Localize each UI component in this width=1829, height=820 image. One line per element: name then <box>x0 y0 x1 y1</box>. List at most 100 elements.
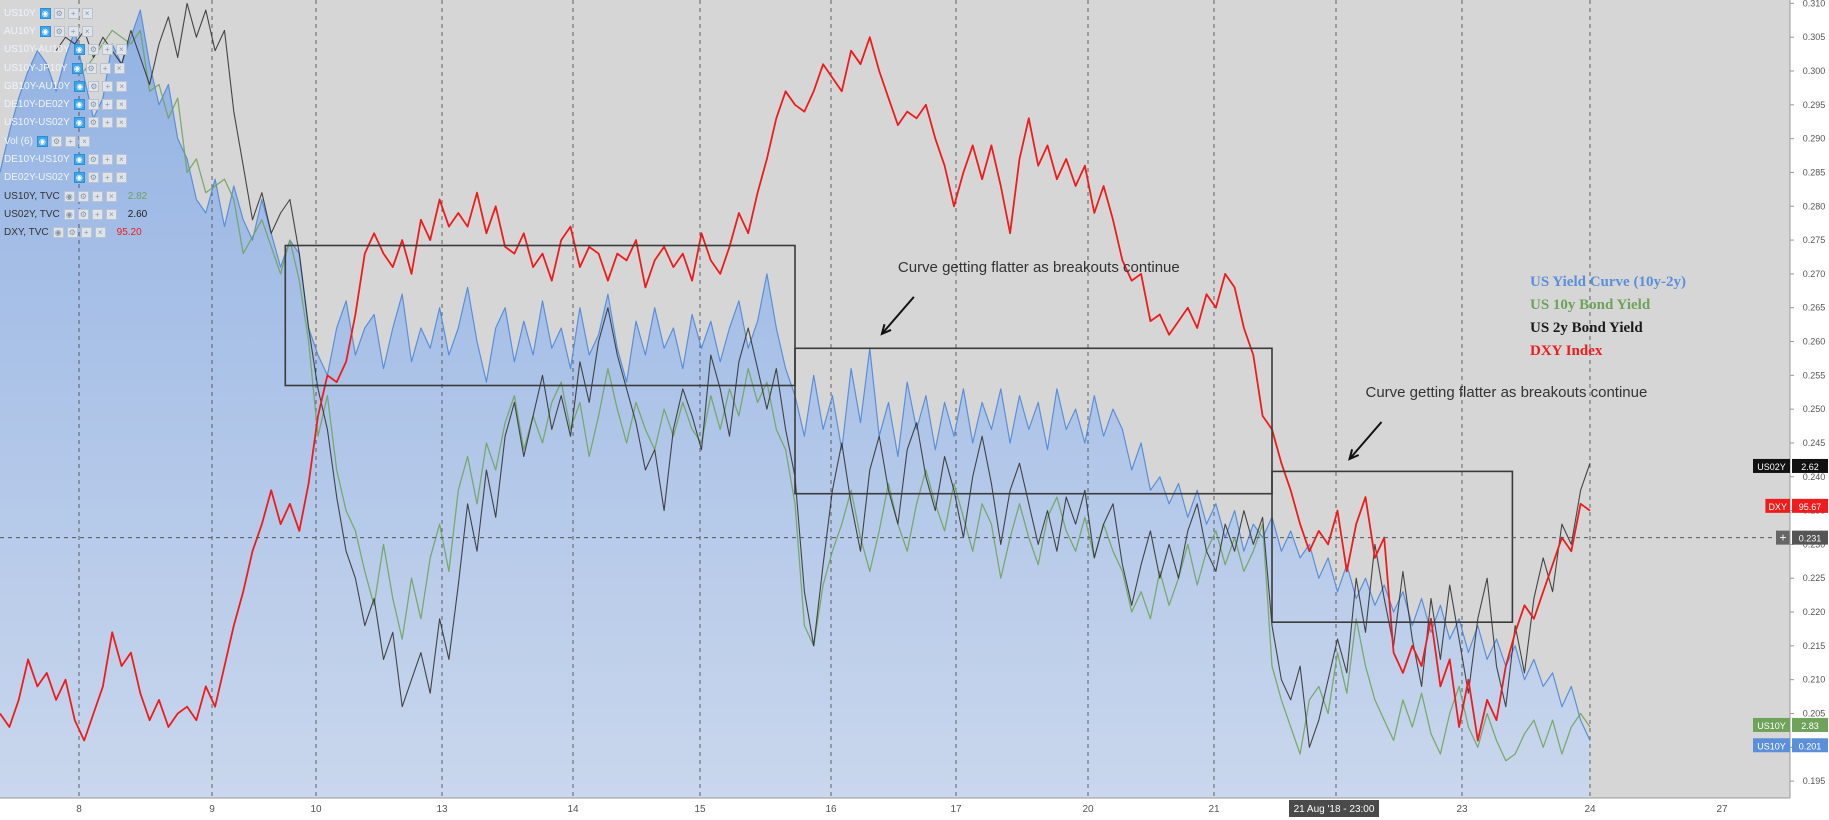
eye-icon[interactable]: ◉ <box>63 190 75 202</box>
indicator-buttons: ◉ ⚙ + × <box>74 80 130 92</box>
price-tag-symbol-bg <box>1765 498 1790 513</box>
indicator-buttons: ◉ ⚙ + × <box>73 99 130 111</box>
settings-icon[interactable]: ⚙ <box>87 117 99 129</box>
us10y-line[interactable] <box>83 29 1591 762</box>
settings-icon[interactable]: ⚙ <box>87 172 99 184</box>
indicator-buttons: ◉ ⚙ + × <box>36 135 93 147</box>
price-tag-value-bg <box>1792 498 1828 513</box>
indicator-label: US10Y-AU10Y <box>4 44 70 56</box>
close-icon[interactable]: × <box>94 227 106 239</box>
plus-icon[interactable]: + <box>1779 531 1786 545</box>
plus-icon[interactable]: + <box>101 117 113 129</box>
indicator-row[interactable]: US10Y ◉ ⚙ + × <box>4 4 147 22</box>
plus-icon[interactable]: + <box>64 135 76 147</box>
price-tag-value-bg <box>1792 458 1828 473</box>
eye-icon[interactable]: ◉ <box>73 172 85 184</box>
indicator-row[interactable]: US10Y-JP10Y ◉ ⚙ + × <box>4 59 147 77</box>
close-icon[interactable]: × <box>115 117 127 129</box>
settings-icon[interactable]: ⚙ <box>53 25 65 37</box>
plus-icon[interactable]: + <box>102 80 114 92</box>
range-box[interactable] <box>1271 470 1514 623</box>
crosshair-time-label-bg <box>1289 800 1379 817</box>
eye-icon[interactable]: ◉ <box>73 117 85 129</box>
price-tag-value: 95.67 <box>1799 502 1822 512</box>
eye-icon[interactable]: ◉ <box>63 208 75 220</box>
indicator-value: 2.82 <box>127 190 148 202</box>
settings-icon[interactable]: ⚙ <box>88 80 100 92</box>
price-tag-value-bg <box>1792 738 1828 753</box>
plus-icon[interactable]: + <box>67 7 79 19</box>
settings-icon[interactable]: ⚙ <box>87 99 99 111</box>
eye-icon[interactable]: ◉ <box>73 44 85 56</box>
settings-icon[interactable]: ⚙ <box>50 135 62 147</box>
close-icon[interactable]: × <box>116 80 128 92</box>
settings-icon[interactable]: ⚙ <box>87 154 99 166</box>
indicator-row[interactable]: DE02Y-US02Y ◉ ⚙ + × <box>4 169 147 187</box>
range-box[interactable] <box>284 244 796 387</box>
price-tick-label: 0.210 <box>1803 675 1826 685</box>
close-icon[interactable]: × <box>81 7 93 19</box>
close-icon[interactable]: × <box>81 25 93 37</box>
indicator-row[interactable]: US10Y-US02Y ◉ ⚙ + × <box>4 114 147 132</box>
settings-icon[interactable]: ⚙ <box>77 190 89 202</box>
close-icon[interactable]: × <box>113 62 125 74</box>
close-icon[interactable]: × <box>105 190 117 202</box>
us02y-line[interactable] <box>55 2 1591 748</box>
plus-icon[interactable]: + <box>101 99 113 111</box>
plus-icon[interactable]: + <box>91 208 103 220</box>
settings-icon[interactable]: ⚙ <box>53 7 65 19</box>
range-box[interactable] <box>794 347 1273 495</box>
plus-icon[interactable]: + <box>101 44 113 56</box>
close-icon[interactable]: × <box>115 99 127 111</box>
annotations: Curve getting flatter as breakouts conti… <box>880 259 1647 461</box>
indicator-label: US10Y <box>4 7 36 19</box>
eye-icon[interactable]: ◉ <box>52 227 64 239</box>
indicator-row[interactable]: DXY, TVC ◉ ⚙ + × 95.20 <box>4 224 147 242</box>
price-tag-symbol: US10Y <box>1757 721 1786 731</box>
plus-icon[interactable]: + <box>99 62 111 74</box>
plus-icon[interactable]: + <box>91 190 103 202</box>
indicator-buttons: ◉ ⚙ + × <box>73 154 130 166</box>
settings-icon[interactable]: ⚙ <box>85 62 97 74</box>
indicator-label: US02Y, TVC <box>4 208 60 220</box>
eye-icon[interactable]: ◉ <box>73 99 85 111</box>
eye-icon[interactable]: ◉ <box>36 135 48 147</box>
close-icon[interactable]: × <box>115 44 127 56</box>
indicator-label: DE02Y-US02Y <box>4 172 70 184</box>
indicator-row[interactable]: DE10Y-DE02Y ◉ ⚙ + × <box>4 95 147 113</box>
time-tick-label: 24 <box>1584 804 1596 815</box>
close-icon[interactable]: × <box>78 135 90 147</box>
crosshair-button[interactable] <box>1776 530 1790 545</box>
eye-icon[interactable]: ◉ <box>74 80 86 92</box>
settings-icon[interactable]: ⚙ <box>87 44 99 56</box>
indicator-row[interactable]: GB10Y-AU10Y ◉ ⚙ + × <box>4 77 147 95</box>
price-tick-label: 0.240 <box>1803 472 1826 482</box>
indicator-row[interactable]: US10Y-AU10Y ◉ ⚙ + × <box>4 41 147 59</box>
indicator-row[interactable]: US10Y, TVC ◉ ⚙ + × 2.82 <box>4 187 147 205</box>
indicator-row[interactable]: Vol (6) ◉ ⚙ + × <box>4 132 147 150</box>
indicator-row[interactable]: AU10Y ◉ ⚙ + × <box>4 22 147 40</box>
eye-icon[interactable]: ◉ <box>39 7 51 19</box>
plus-icon[interactable]: + <box>80 227 92 239</box>
time-axis: 8910131415161720212223242721 Aug '18 - 2… <box>0 797 1790 817</box>
eye-icon[interactable]: ◉ <box>73 154 85 166</box>
indicator-row[interactable]: DE10Y-US10Y ◉ ⚙ + × <box>4 150 147 168</box>
settings-icon[interactable]: ⚙ <box>77 208 89 220</box>
legend: US Yield Curve (10y-2y) US 10y Bond Yield… <box>1530 274 1686 359</box>
close-icon[interactable]: × <box>115 154 127 166</box>
eye-icon[interactable]: ◉ <box>71 62 83 74</box>
plus-icon[interactable]: + <box>101 172 113 184</box>
legend-item: US 10y Bond Yield <box>1530 297 1651 313</box>
close-icon[interactable]: × <box>105 208 117 220</box>
plus-icon[interactable]: + <box>101 154 113 166</box>
close-icon[interactable]: × <box>115 172 127 184</box>
eye-icon[interactable]: ◉ <box>39 25 51 37</box>
settings-icon[interactable]: ⚙ <box>66 227 78 239</box>
dxy-line[interactable] <box>0 36 1591 742</box>
plus-icon[interactable]: + <box>67 25 79 37</box>
price-tag-value: 2.83 <box>1801 721 1819 731</box>
indicator-buttons: ◉ ⚙ + × <box>73 172 130 184</box>
indicator-row[interactable]: US02Y, TVC ◉ ⚙ + × 2.60 <box>4 205 147 223</box>
price-tick-label: 0.245 <box>1803 438 1826 448</box>
